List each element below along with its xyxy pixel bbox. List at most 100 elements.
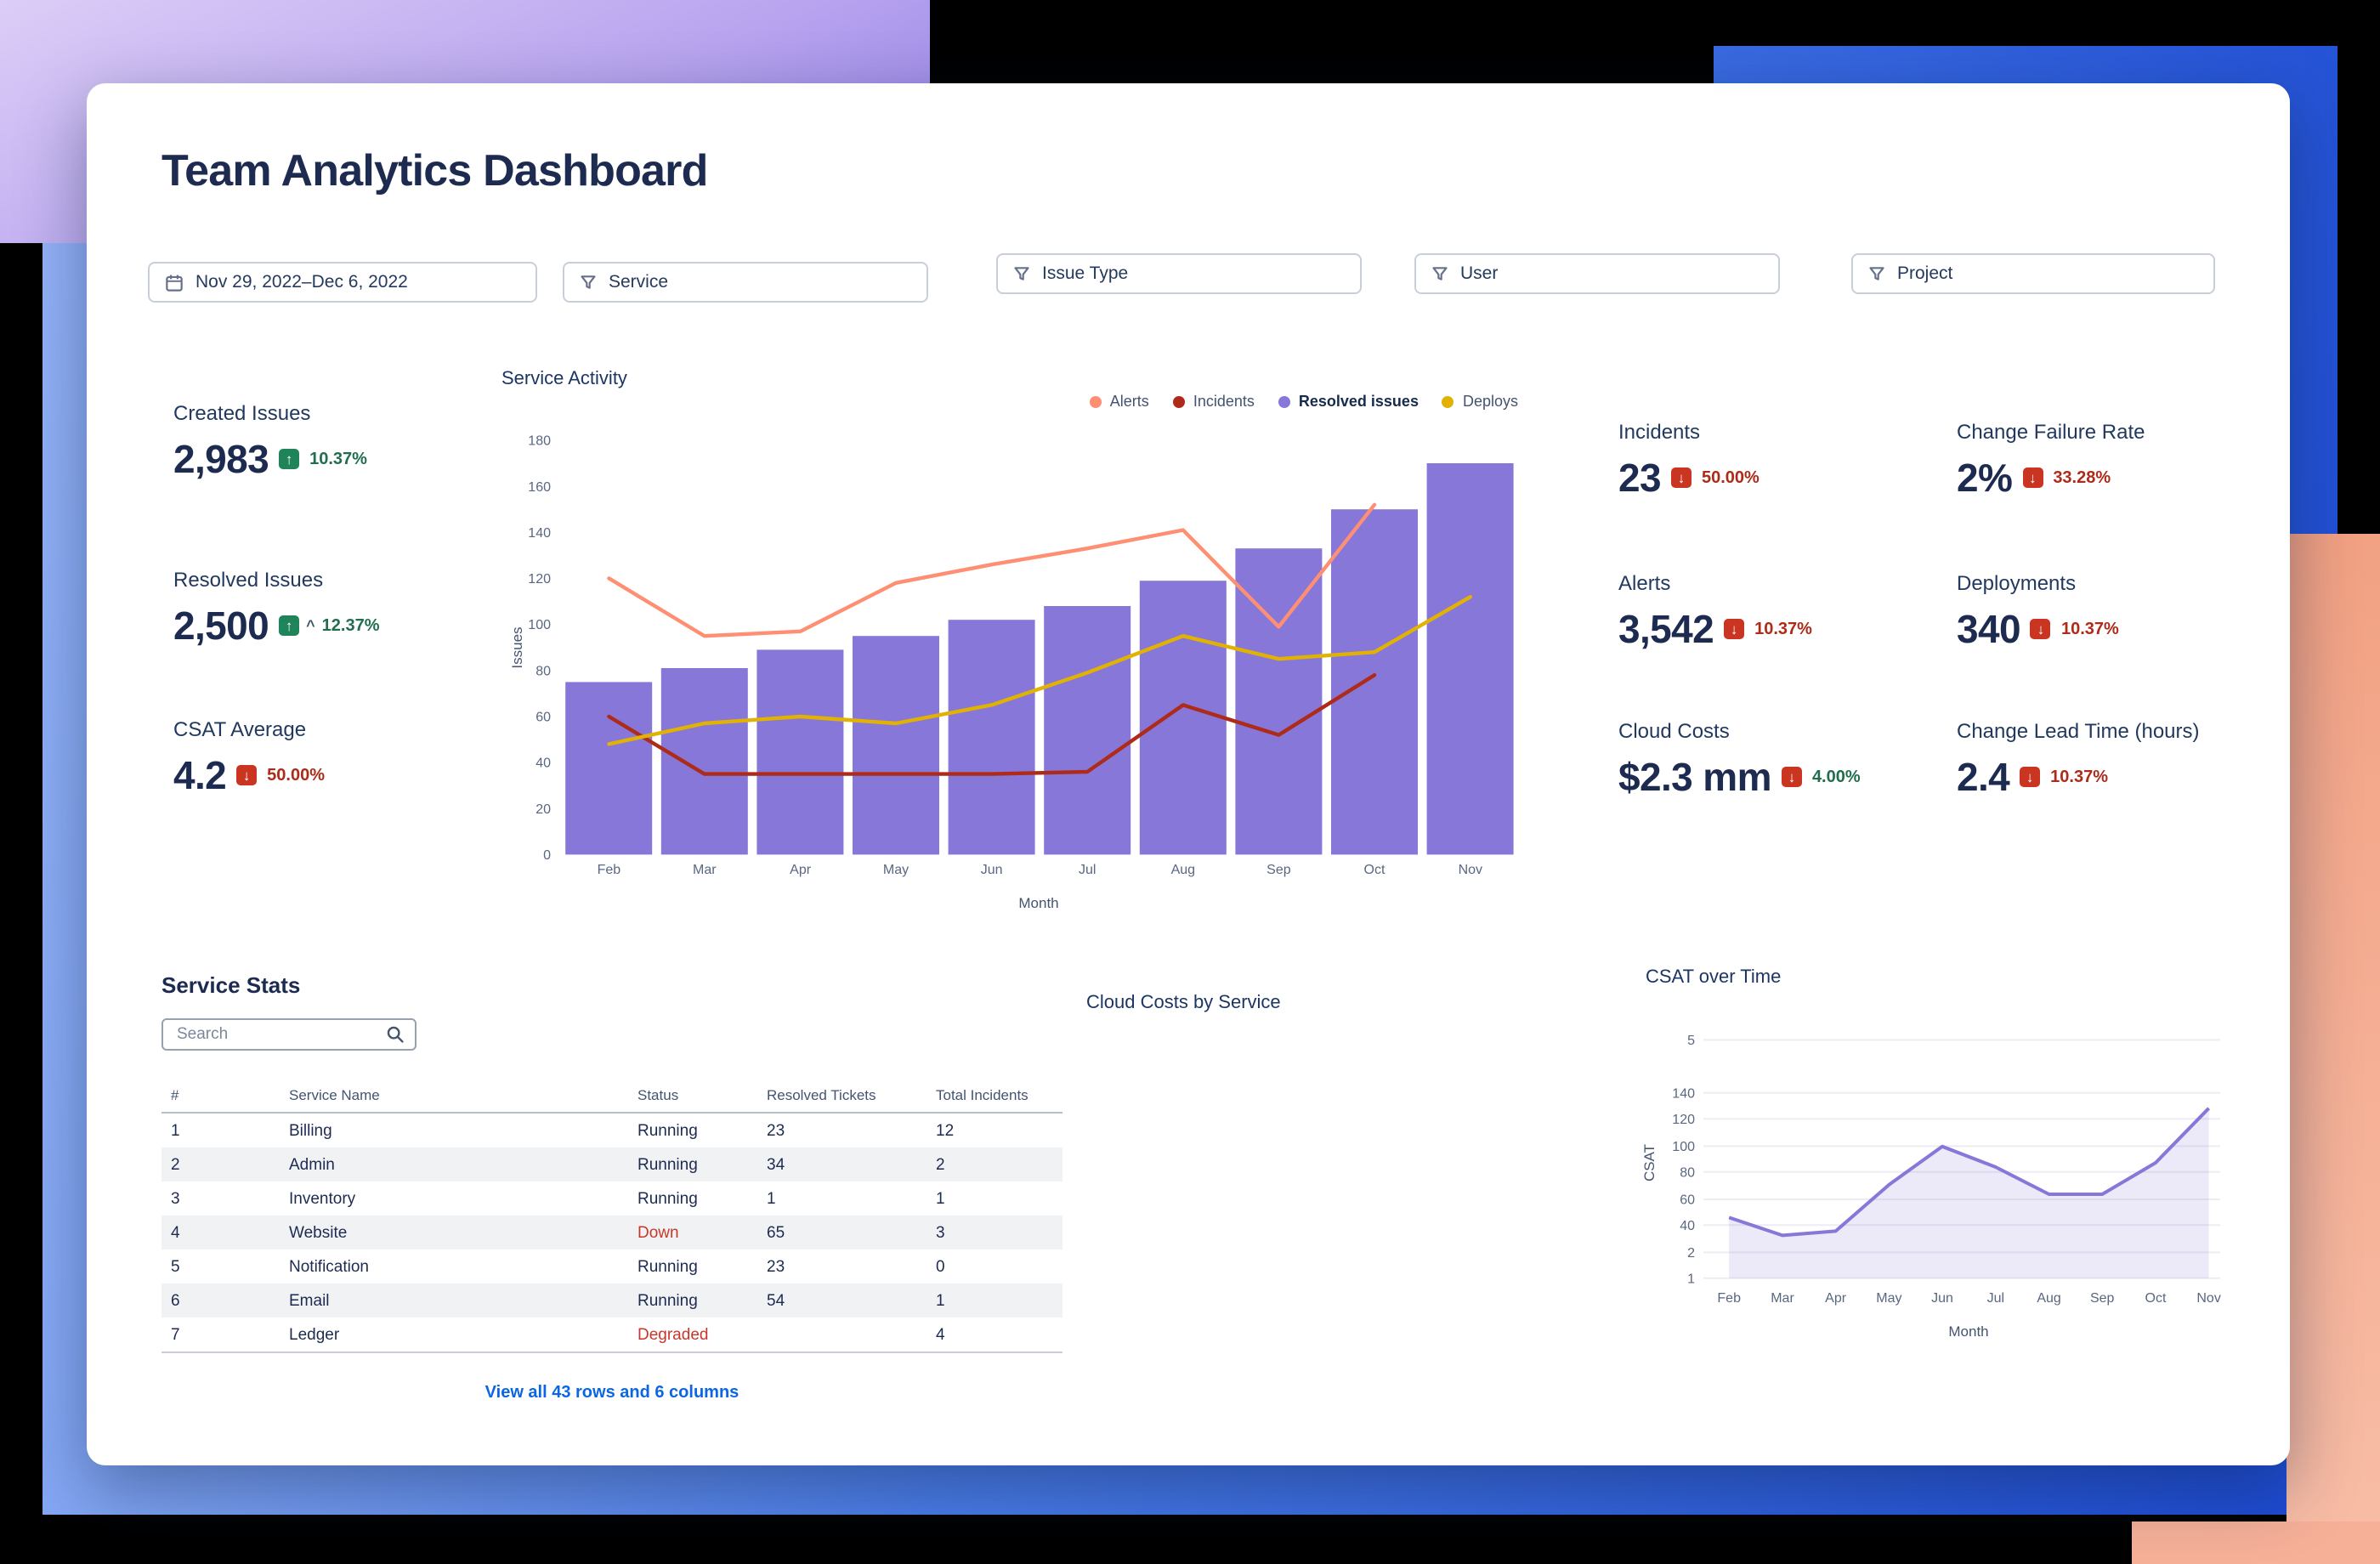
y-axis-label: Issues — [509, 626, 525, 668]
csat-line[interactable] — [1728, 1107, 2211, 1238]
bar-apr[interactable] — [756, 649, 844, 855]
status-cell: Running — [638, 1155, 698, 1174]
date-range-filter[interactable]: Nov 29, 2022–Dec 6, 2022 — [148, 262, 537, 303]
legend-label: Incidents — [1193, 393, 1255, 410]
svg-text:Mar: Mar — [1771, 1291, 1794, 1306]
cell: 23 — [767, 1257, 785, 1276]
alerts-line[interactable] — [607, 502, 1377, 638]
svg-text:Feb: Feb — [598, 863, 621, 877]
legend-dot — [1089, 395, 1102, 407]
trend-up-icon: ↑ — [279, 615, 300, 636]
project-filter[interactable]: Project — [1851, 253, 2215, 294]
svg-text:100: 100 — [528, 618, 551, 632]
deploys-line[interactable] — [607, 594, 1473, 746]
bar-jul[interactable] — [1044, 606, 1131, 855]
legend-item-incidents[interactable]: Incidents — [1172, 393, 1255, 410]
kpi-value-row: $2.3 mm ↓ 4.00% — [1618, 756, 1861, 797]
cell: 7 — [171, 1325, 180, 1344]
table-row[interactable]: 1 Billing Running 23 12 — [162, 1114, 1062, 1148]
kpi-value: $2.3 mm — [1618, 755, 1772, 799]
bar-feb[interactable] — [565, 682, 653, 855]
table-body: 1 Billing Running 23 12 2 Admin Running 34 2 3 Inve… — [162, 1114, 1062, 1353]
service-stats-title: Service Stats — [162, 972, 301, 998]
bar-mar[interactable] — [660, 668, 748, 855]
legend-item-deploys[interactable]: Deploys — [1442, 393, 1518, 410]
cell: 65 — [767, 1223, 785, 1242]
svg-text:Mar: Mar — [693, 863, 717, 877]
table-row[interactable]: 4 Website Down 65 3 — [162, 1216, 1062, 1250]
svg-text:Jun: Jun — [1931, 1291, 1953, 1306]
svg-text:Nov: Nov — [1459, 863, 1482, 877]
column-header: Resolved Tickets — [767, 1086, 876, 1103]
bar-oct[interactable] — [1331, 509, 1418, 855]
user-filter-label: User — [1460, 264, 1499, 284]
table-row[interactable]: 5 Notification Running 23 0 — [162, 1250, 1062, 1284]
filter-icon — [1013, 265, 1030, 282]
cell: 3 — [936, 1223, 945, 1242]
table-row[interactable]: 2 Admin Running 34 2 — [162, 1148, 1062, 1182]
search-icon[interactable] — [386, 1025, 405, 1044]
search-input[interactable] — [173, 1023, 379, 1046]
search-box[interactable] — [162, 1018, 416, 1051]
table-row[interactable]: 6 Email Running 54 1 — [162, 1284, 1062, 1318]
kpi-label: Change Lead Time (hours) — [1957, 719, 2200, 743]
kpi-value-row: 4.2 ↓ 50.00% — [173, 755, 325, 796]
x-axis-label: Month — [1018, 895, 1058, 911]
kpi-label: Incidents — [1618, 420, 1701, 444]
kpi-change-failure-rate: Change Failure Rate 2% ↓ 33.28% — [1957, 420, 2145, 498]
background-black-strip — [930, 0, 1714, 83]
kpi-value: 4.2 — [173, 753, 227, 797]
svg-text:80: 80 — [536, 664, 551, 678]
delta-percent: 12.37% — [321, 616, 380, 635]
delta-percent: 10.37% — [2060, 620, 2119, 638]
cell: 3 — [171, 1189, 180, 1208]
status-cell: Running — [638, 1257, 698, 1276]
filter-icon — [580, 274, 597, 291]
csat-chart: 5 140 120 100 80 60 40 2 1 Feb Mar Apr May Jun Jul Aug S… — [1641, 1034, 2221, 1340]
status-cell: Running — [638, 1121, 698, 1140]
legend-label: Deploys — [1462, 393, 1518, 410]
issue-type-filter[interactable]: Issue Type — [996, 253, 1362, 294]
user-filter[interactable]: User — [1414, 253, 1780, 294]
incidents-line[interactable] — [607, 673, 1377, 776]
issue-type-filter-label: Issue Type — [1042, 264, 1129, 284]
kpi-value: 23 — [1618, 456, 1662, 500]
column-header: Status — [638, 1086, 679, 1103]
cell: 6 — [171, 1291, 180, 1310]
cell: 0 — [936, 1257, 945, 1276]
delta-percent: 50.00% — [267, 766, 325, 785]
svg-text:140: 140 — [528, 526, 551, 541]
cell: Website — [289, 1223, 348, 1242]
bar-jun[interactable] — [948, 620, 1035, 855]
legend-item-alerts[interactable]: Alerts — [1089, 393, 1149, 410]
delta-percent: 10.37% — [1754, 620, 1812, 638]
kpi-value-row: 2,983 ↑ 10.37% — [173, 439, 367, 479]
kpi-change-lead-time-hours: Change Lead Time (hours) 2.4 ↓ 10.37% — [1957, 719, 2200, 797]
view-all-link[interactable]: View all 43 rows and 6 columns — [484, 1384, 740, 1402]
kpi-value-row: 340 ↓ 10.37% — [1957, 609, 2119, 649]
delta-percent: 10.37% — [2050, 768, 2108, 786]
bar-nov[interactable] — [1426, 463, 1514, 855]
delta-percent: 4.00% — [1811, 768, 1861, 786]
legend-item-resolved-issues[interactable]: Resolved issues — [1278, 393, 1419, 410]
svg-text:Apr: Apr — [1825, 1291, 1847, 1306]
svg-text:160: 160 — [528, 480, 551, 495]
svg-text:40: 40 — [1680, 1219, 1695, 1233]
column-header: Service Name — [289, 1086, 380, 1103]
bar-aug[interactable] — [1139, 581, 1227, 855]
calendar-icon — [165, 273, 184, 292]
table-row[interactable]: 7 Ledger Degraded 4 — [162, 1318, 1062, 1353]
table-row[interactable]: 3 Inventory Running 1 1 — [162, 1182, 1062, 1216]
filter-icon — [1431, 265, 1448, 282]
cell: Email — [289, 1291, 330, 1310]
svg-text:40: 40 — [536, 756, 551, 771]
kpi-value: 2,983 — [173, 437, 269, 481]
trend-down-icon: ↓ — [236, 765, 258, 785]
svg-text:Sep: Sep — [1266, 863, 1291, 877]
svg-text:0: 0 — [543, 848, 551, 863]
service-filter[interactable]: Service — [563, 262, 928, 303]
svg-text:120: 120 — [1672, 1113, 1695, 1127]
svg-text:2: 2 — [1687, 1246, 1695, 1261]
bar-may[interactable] — [853, 636, 939, 855]
